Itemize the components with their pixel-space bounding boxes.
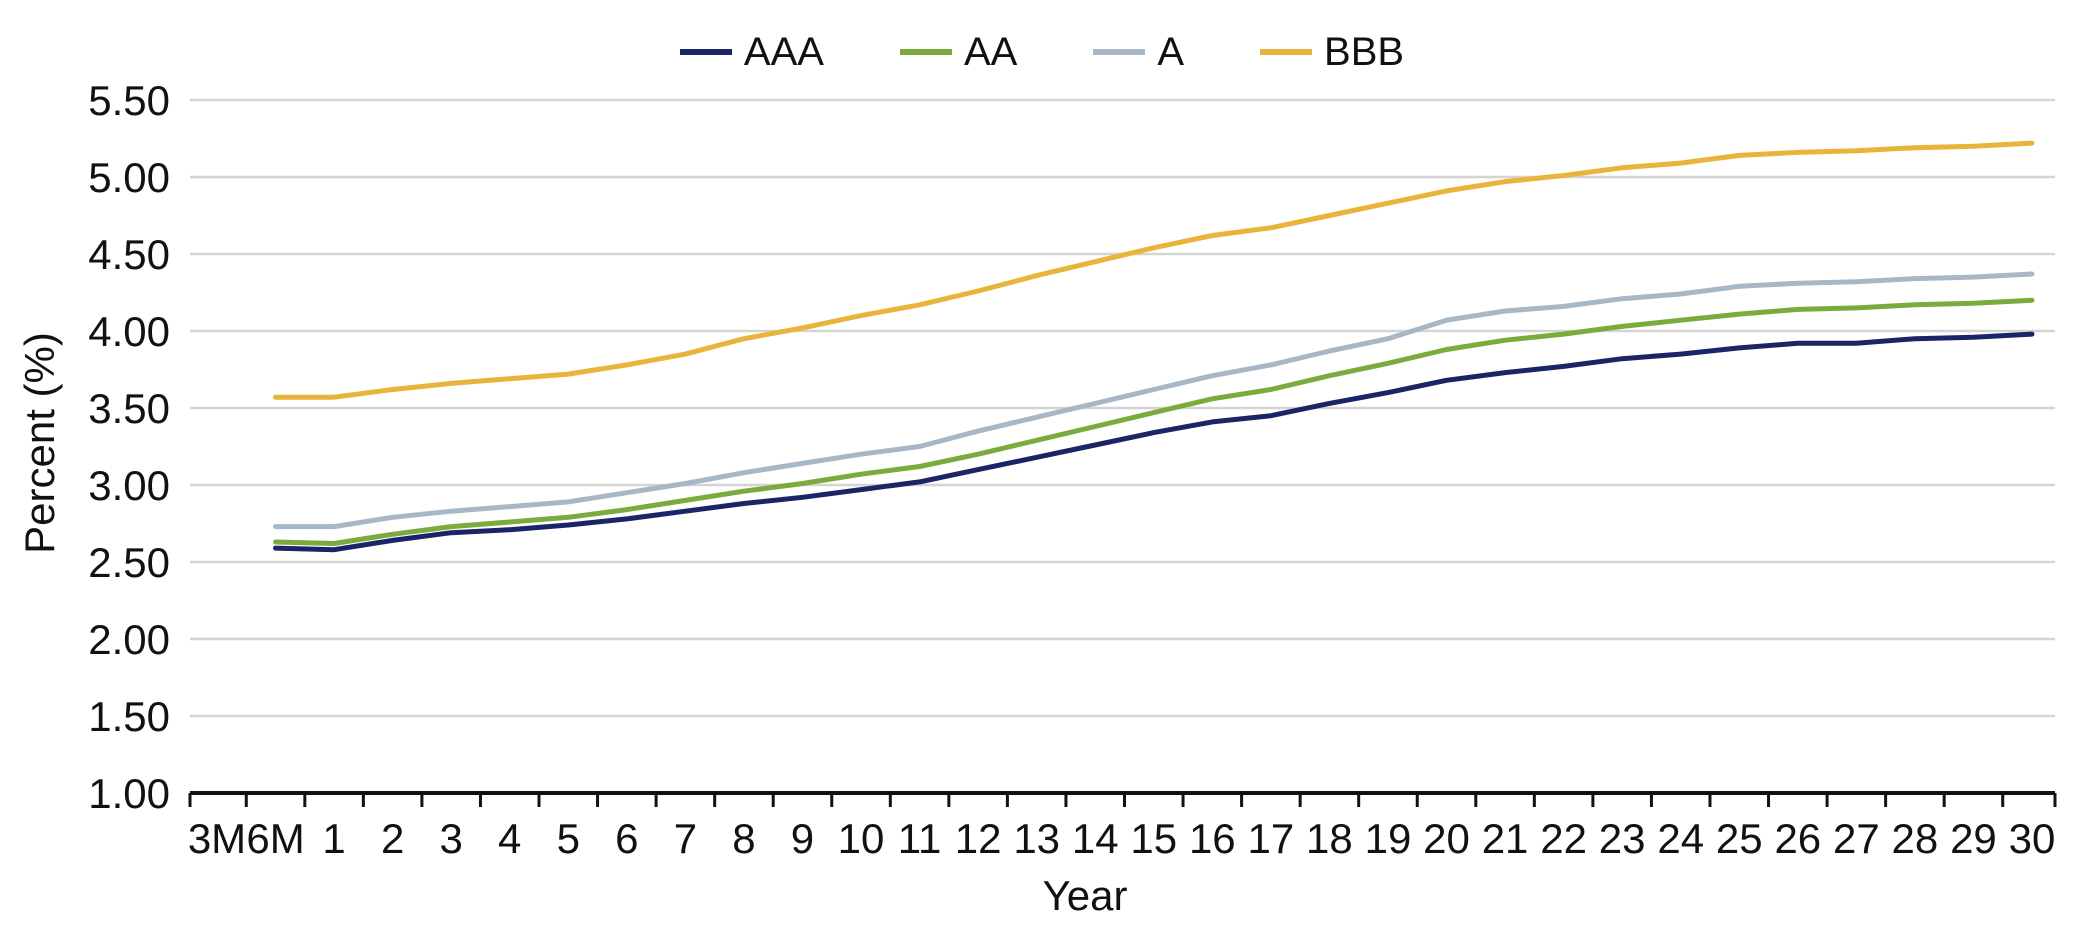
- x-tick-label: 3M: [188, 815, 246, 862]
- series-line-a: [273, 271, 2035, 530]
- legend-swatch-aaa: [679, 49, 732, 55]
- x-tick-label: 17: [1248, 815, 1295, 862]
- legend-label-aaa: AAA: [743, 29, 824, 74]
- y-tick-label: 3.50: [88, 385, 170, 432]
- y-tick-label: 3.00: [88, 462, 170, 509]
- x-axis-title: Year: [1043, 872, 1128, 919]
- x-tick-label: 3: [440, 815, 463, 862]
- y-tick-label: 2.00: [88, 616, 170, 663]
- chart-legend: AAA AA A BBB: [0, 22, 2084, 82]
- legend-label-aa: AA: [963, 29, 1018, 74]
- x-tick-label: 23: [1599, 815, 1646, 862]
- x-tick-label: 12: [955, 815, 1002, 862]
- x-tick-label: 18: [1306, 815, 1353, 862]
- legend-item-aa: AA: [899, 29, 1018, 75]
- x-tick-label: 8: [732, 815, 755, 862]
- x-tick-label: 2: [381, 815, 404, 862]
- y-tick-label: 4.50: [88, 231, 170, 278]
- x-tick-label: 29: [1950, 815, 1997, 862]
- y-axis: 1.00 1.50 2.00 2.50 3.00 3.50 4.00 4.50 5.00 5.50: [88, 77, 170, 817]
- x-tick-label: 1: [322, 815, 345, 862]
- legend-label-a: A: [1157, 29, 1185, 74]
- y-tick-label: 1.50: [88, 693, 170, 740]
- series-line-aa: [273, 297, 2035, 546]
- x-tick-label: 15: [1130, 815, 1177, 862]
- x-tick-label: 28: [1892, 815, 1939, 862]
- x-tick-label: 30: [2009, 815, 2056, 862]
- y-tick-label: 5.50: [88, 77, 170, 124]
- y-tick-label: 2.50: [88, 539, 170, 586]
- legend-swatch-aa: [899, 49, 952, 55]
- x-tick-label: 7: [674, 815, 697, 862]
- gridlines: [190, 98, 2055, 718]
- legend-swatch-a: [1093, 49, 1146, 55]
- x-tick-label: 25: [1716, 815, 1763, 862]
- series-line-aaa: [273, 331, 2035, 553]
- series-line-bbb: [273, 140, 2035, 400]
- x-tick-label: 24: [1657, 815, 1704, 862]
- x-tick-label: 26: [1774, 815, 1821, 862]
- y-tick-label: 5.00: [88, 154, 170, 201]
- y-axis-title: Percent (%): [16, 332, 63, 554]
- x-tick-label: 13: [1013, 815, 1060, 862]
- x-tick-label: 6: [615, 815, 638, 862]
- legend-label-bbb: BBB: [1324, 29, 1405, 74]
- legend-item-a: A: [1093, 30, 1184, 75]
- series-lines: [273, 140, 2035, 553]
- x-tick-label: 9: [791, 815, 814, 862]
- x-axis: 3M 6M 1 2 3 4 5 6 7 8 9 10 11 12 13 14 15 16 17 18 19 20 21 22 2…: [188, 791, 2057, 862]
- x-tick-label: 21: [1482, 815, 1529, 862]
- x-tick-label: 5: [557, 815, 580, 862]
- x-tick-label: 16: [1189, 815, 1236, 862]
- x-tick-label: 10: [838, 815, 885, 862]
- x-tick-label: 6M: [246, 815, 304, 862]
- x-tick-label: 4: [498, 815, 521, 862]
- x-tick-label: 20: [1423, 815, 1470, 862]
- x-tick-label: 22: [1540, 815, 1587, 862]
- x-tick-label: 19: [1365, 815, 1412, 862]
- x-tick-label: 27: [1833, 815, 1880, 862]
- legend-item-aaa: AAA: [679, 29, 824, 75]
- y-tick-label: 1.00: [88, 770, 170, 817]
- legend-item-bbb: BBB: [1260, 30, 1404, 75]
- x-tick-label: 14: [1072, 815, 1119, 862]
- legend-swatch-bbb: [1260, 49, 1313, 55]
- x-tick-label: 11: [898, 815, 942, 862]
- y-tick-label: 4.00: [88, 308, 170, 355]
